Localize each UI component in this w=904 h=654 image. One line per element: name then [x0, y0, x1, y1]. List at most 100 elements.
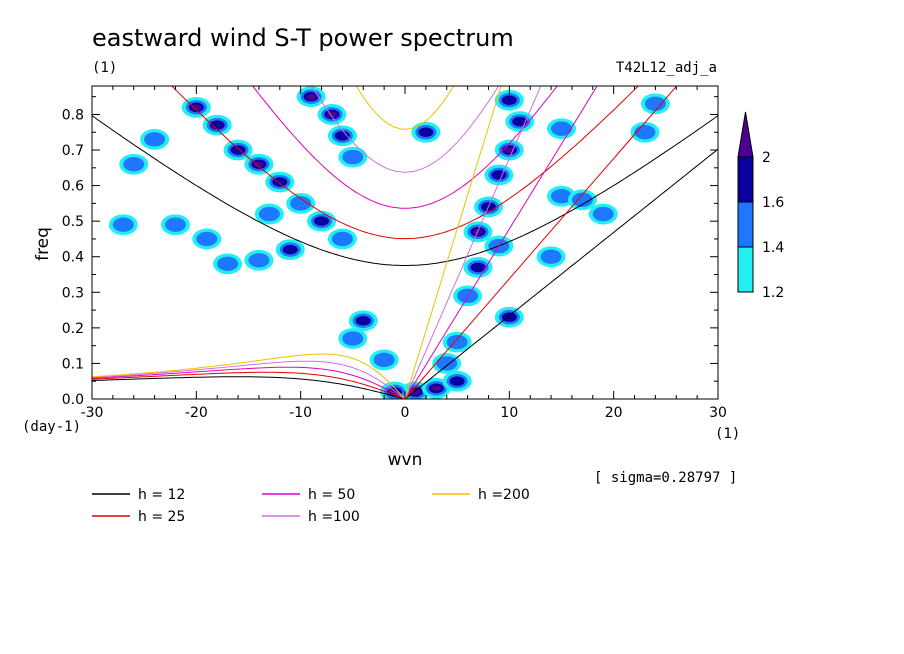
dispersion-25 [92, 86, 678, 399]
axis-ticks: -30 -20 -10 0 10 20 30 0.0 0.1 0.2 0.3 0.4 0.5 0.6 0.7… [62, 86, 727, 421]
contour-fill [144, 132, 166, 147]
legend-label: h = 25 [138, 509, 185, 525]
contour-fill [331, 231, 353, 247]
power-blob [202, 114, 232, 136]
power-blob [432, 353, 462, 374]
legend-label: h = 50 [308, 487, 355, 503]
power-blob [411, 121, 441, 143]
rossby-curve [92, 360, 406, 399]
power-blob [160, 214, 190, 236]
power-blob [453, 285, 483, 307]
contour-fill [634, 125, 656, 140]
gravity-curve [171, 86, 639, 240]
power-contours [108, 86, 670, 399]
colorbar-extend [737, 111, 754, 158]
gravity-curve [355, 86, 455, 130]
x-tick-label: -20 [185, 405, 208, 421]
contour-fill [644, 96, 666, 111]
power-blob [505, 111, 535, 132]
power-blob [463, 256, 493, 278]
power-blob [213, 253, 243, 275]
contour-fill [512, 116, 528, 127]
y-tick-label: 0.1 [62, 356, 84, 372]
contour-fill [342, 149, 364, 165]
power-blob [254, 203, 284, 225]
colorbar-label: 2 [762, 150, 771, 166]
contour-fill [258, 206, 280, 222]
power-blob [275, 239, 305, 261]
contour-fill [290, 196, 312, 211]
rossby-curve [92, 353, 406, 399]
y-tick-label: 0.7 [62, 143, 84, 159]
dispersion-200 [92, 86, 502, 399]
contour-fill [355, 315, 371, 326]
colorbar-label: 1.4 [762, 240, 784, 256]
y-tick-label: 0.3 [62, 285, 84, 301]
contour-fill [248, 253, 270, 268]
kelvin-curve [404, 86, 598, 399]
power-blob [494, 89, 524, 111]
legend-label: h =100 [308, 509, 360, 525]
power-blob [630, 121, 660, 143]
colorbar-segment [737, 156, 754, 203]
contour-fill [491, 170, 507, 180]
dispersion-100 [92, 86, 542, 399]
contour-fill [314, 216, 330, 226]
y-tick-label: 0.5 [62, 214, 84, 230]
contour-fill [592, 206, 614, 222]
power-blob [307, 210, 337, 232]
kelvin-curve [404, 148, 718, 399]
contour-fill [457, 288, 479, 304]
power-blob [588, 203, 618, 225]
kelvin-curve [404, 86, 542, 399]
chart-title: eastward wind S-T power spectrum [92, 24, 514, 52]
contour-fill [571, 192, 593, 208]
power-blob [181, 96, 211, 118]
y-axis-units: (day-1) [22, 419, 81, 435]
power-blob [108, 214, 138, 236]
colorbar: 1.2 1.4 1.6 2 [737, 111, 784, 301]
contour-fill [164, 217, 186, 232]
power-blob [317, 104, 347, 125]
y-tick-label: 0.8 [62, 107, 84, 123]
x-axis-label: wvn [388, 450, 423, 470]
power-blob [244, 153, 274, 175]
contour-fill [209, 120, 225, 130]
contour-fill [501, 312, 517, 322]
x-tick-label: -30 [81, 405, 104, 421]
contour-fill [540, 249, 562, 264]
run-label: T42L12_adj_a [616, 60, 717, 76]
colorbar-segment [737, 201, 754, 248]
contour-fill [272, 177, 288, 187]
contour-fill [373, 352, 395, 368]
contour-fill [217, 256, 239, 272]
power-blob [192, 228, 222, 250]
dispersion-curves [92, 86, 718, 399]
contour-fill [306, 93, 317, 100]
sigma-note: [ sigma=0.28797 ] [594, 470, 737, 486]
power-blob [119, 153, 149, 175]
contour-fill [191, 104, 202, 111]
rossby-curve [92, 376, 406, 399]
x-tick-label: 20 [605, 405, 623, 421]
x-tick-label: 10 [500, 405, 518, 421]
contour-fill [470, 262, 486, 273]
contour-fill [123, 157, 145, 172]
contour-fill [431, 385, 442, 392]
legend-label: h =200 [478, 487, 530, 503]
y-tick-label: 0.2 [62, 321, 84, 337]
power-blob [348, 310, 378, 332]
gravity-curve [252, 86, 558, 209]
rossby-curve [92, 371, 406, 399]
power-blob [265, 171, 295, 193]
gravity-curve [92, 115, 718, 266]
power-blob [547, 118, 576, 140]
colorbar-label: 1.2 [762, 285, 784, 301]
power-blob [494, 306, 524, 328]
x-tick-label: 0 [401, 405, 410, 421]
y-tick-label: 0.6 [62, 179, 84, 195]
contour-fill [504, 147, 515, 153]
title-units: (1) [92, 60, 117, 76]
power-blob [338, 146, 368, 168]
power-blob [442, 370, 472, 392]
